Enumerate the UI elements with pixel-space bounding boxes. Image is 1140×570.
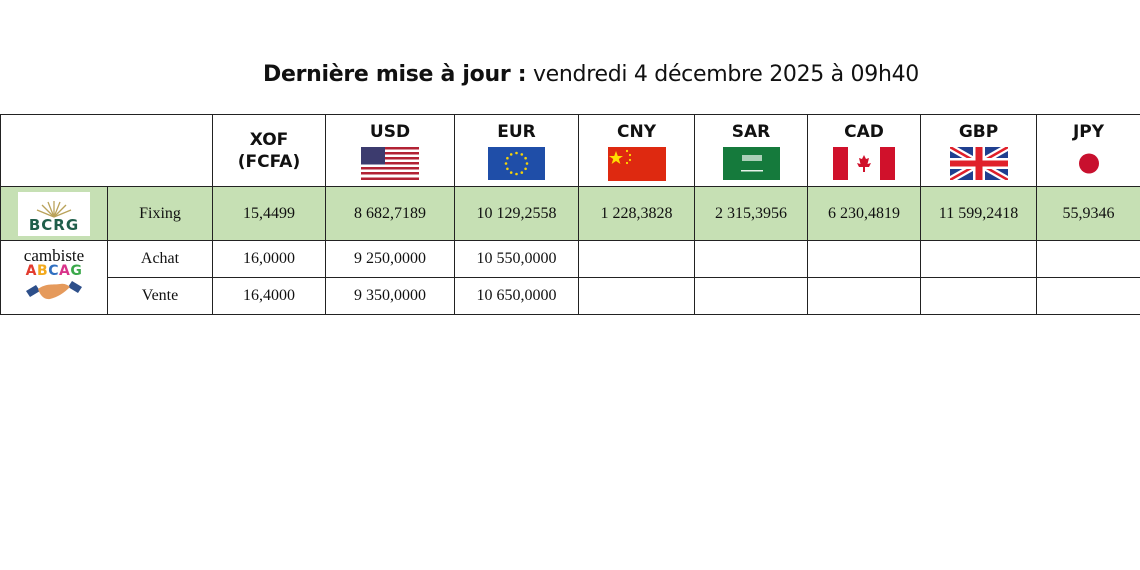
header-row: XOF (FCFA) USD EUR CNY [0, 114, 1140, 187]
achat-sar [694, 240, 808, 278]
header-jpy: JPY [1036, 114, 1140, 187]
sa-flag-icon [722, 147, 780, 180]
header-cad: CAD [807, 114, 921, 187]
vente-xof: 16,4000 [212, 277, 326, 315]
handshake-icon [26, 280, 82, 299]
fixing-gbp: 11 599,2418 [920, 186, 1037, 241]
header-xof: XOF (FCFA) [212, 114, 326, 187]
gb-flag-icon [949, 147, 1008, 180]
achat-cny [578, 240, 695, 278]
cn-flag-icon [607, 146, 666, 181]
row-label-vente: Vente [107, 277, 213, 315]
row-label-achat: Achat [107, 240, 213, 278]
us-flag-icon [361, 147, 419, 180]
title-date: vendredi 4 décembre 2025 à 09h40 [526, 62, 919, 87]
achat-eur: 10 550,0000 [454, 240, 579, 278]
vente-cny [578, 277, 695, 315]
achat-usd: 9 250,0000 [325, 240, 455, 278]
ca-flag-icon [833, 147, 895, 180]
achat-row: cambiste ABCAG Achat 16,0000 9 250,0000 … [0, 240, 1140, 315]
bcrg-logo: BCRG [18, 191, 90, 236]
bcrg-logo-cell: BCRG [0, 186, 108, 241]
sunburst-icon [36, 200, 72, 218]
header-empty-cell [0, 114, 213, 187]
vente-sar [694, 277, 808, 315]
fixing-cad: 6 230,4819 [807, 186, 921, 241]
achat-xof: 16,0000 [212, 240, 326, 278]
header-eur: EUR [454, 114, 579, 187]
page-title: Dernière mise à jour : vendredi 4 décemb… [0, 62, 1140, 87]
fixing-xof: 15,4499 [212, 186, 326, 241]
row-label-fixing: Fixing [107, 186, 213, 241]
abcag-logo-cell: cambiste ABCAG [0, 240, 108, 315]
fixing-jpy: 55,9346 [1036, 186, 1140, 241]
vente-row: Vente 16,4000 9 350,0000 10 650,0000 [1, 277, 1140, 315]
vente-gbp [920, 277, 1037, 315]
header-sar: SAR [694, 114, 808, 187]
fixing-cny: 1 228,3828 [578, 186, 695, 241]
vente-cad [807, 277, 921, 315]
eu-flag-icon [488, 147, 545, 180]
jp-flag-icon [1059, 147, 1118, 180]
vente-eur: 10 650,0000 [454, 277, 579, 315]
abcag-logo: ABCAG [25, 262, 83, 279]
exchange-rate-table: XOF (FCFA) USD EUR CNY [0, 114, 1140, 315]
header-gbp: GBP [920, 114, 1037, 187]
achat-jpy [1036, 240, 1140, 278]
fixing-row: BCRG Fixing 15,4499 8 682,7189 10 129,25… [0, 186, 1140, 241]
vente-jpy [1036, 277, 1140, 315]
achat-gbp [920, 240, 1037, 278]
header-usd: USD [325, 114, 455, 187]
header-cny: CNY [578, 114, 695, 187]
title-label: Dernière mise à jour : [263, 62, 527, 87]
fixing-usd: 8 682,7189 [325, 186, 455, 241]
vente-usd: 9 350,0000 [325, 277, 455, 315]
fixing-sar: 2 315,3956 [694, 186, 808, 241]
achat-cad [807, 240, 921, 278]
fixing-eur: 10 129,2558 [454, 186, 579, 241]
